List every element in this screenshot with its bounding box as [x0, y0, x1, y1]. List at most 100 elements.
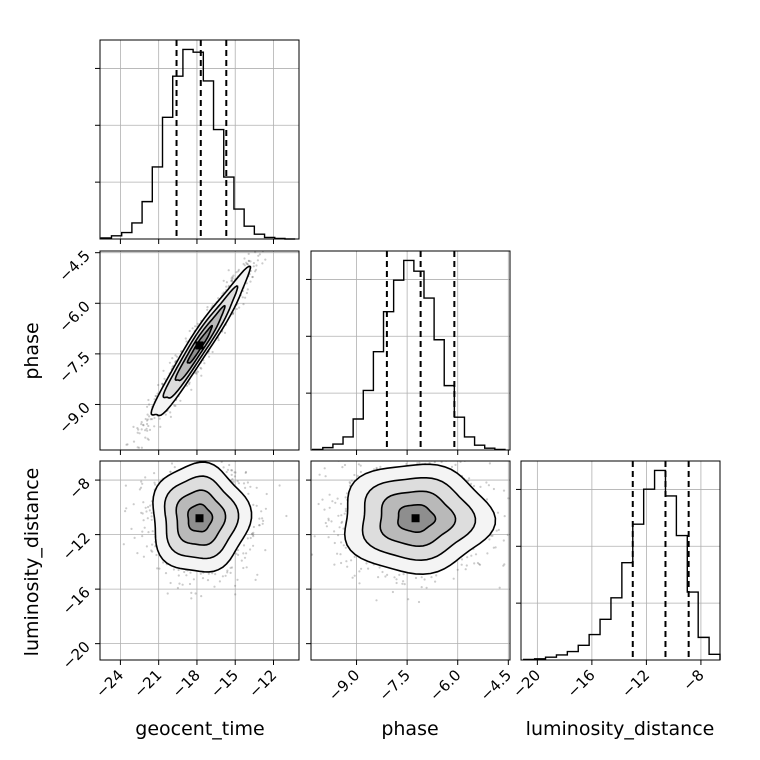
scatter-point: [249, 548, 252, 551]
scatter-point: [172, 568, 175, 571]
scatter-point: [341, 520, 344, 523]
scatter-point: [318, 473, 321, 476]
scatter-point: [156, 567, 159, 570]
scatter-point: [174, 447, 176, 449]
scatter-point: [170, 462, 174, 465]
scatter-point: [148, 509, 151, 512]
histogram-phase: [311, 259, 506, 451]
scatter-point: [181, 583, 184, 586]
scatter-point: [336, 497, 339, 500]
scatter-point: [278, 484, 281, 487]
scatter-point: [327, 536, 330, 539]
scatter-point: [179, 399, 182, 402]
scatter-point: [140, 421, 143, 424]
scatter-point: [333, 530, 336, 533]
scatter-point: [158, 417, 161, 420]
scatter-point: [242, 552, 245, 555]
x-tick-label-geocent_time: −12: [245, 666, 280, 701]
panel-frame-geocent_time-phase: [99, 250, 300, 451]
scatter-point: [328, 493, 331, 496]
scatter-point: [149, 418, 152, 421]
scatter-point: [137, 446, 141, 449]
scatter-point: [384, 575, 387, 578]
scatter-point: [344, 496, 347, 499]
histogram-geocent_time: [100, 48, 296, 240]
scatter-point: [321, 498, 324, 501]
scatter-point: [341, 420, 343, 422]
scatter-point: [261, 517, 264, 520]
scatter-point: [339, 553, 342, 556]
scatter-point: [485, 498, 489, 501]
contour-line-level-0: [152, 461, 253, 573]
scatter-point: [244, 486, 247, 489]
scatter-point: [246, 537, 249, 540]
scatter-point: [241, 296, 244, 299]
scatter-point: [440, 461, 443, 464]
x-tick-label-geocent_time: −24: [92, 666, 127, 701]
x-tick-label-phase: −9.0: [325, 666, 363, 704]
scatter-point: [473, 562, 476, 565]
scatter-point: [146, 418, 149, 421]
scatter-point: [211, 350, 214, 354]
y-tick-label-phase: −7.5: [55, 348, 93, 386]
scatter-point: [146, 413, 149, 416]
scatter-point: [502, 489, 506, 492]
scatter-point: [516, 540, 518, 542]
scatter-point: [196, 370, 200, 373]
scatter-point: [200, 595, 203, 598]
scatter-point: [468, 457, 470, 459]
scatter-point: [178, 582, 181, 585]
scatter-point: [242, 544, 246, 547]
scatter-point: [144, 417, 147, 421]
scatter-point: [245, 261, 248, 264]
scatter-point: [203, 362, 206, 365]
scatter-point: [122, 543, 125, 546]
scatter-point: [147, 424, 150, 428]
scatter-point: [189, 447, 191, 449]
scatter-point: [163, 377, 166, 380]
scatter-point: [478, 563, 482, 566]
scatter-point: [470, 482, 473, 485]
scatter-point: [392, 455, 394, 457]
contour-line-level-3: [186, 324, 213, 364]
scatter-point: [171, 357, 174, 360]
scatter-point: [502, 539, 505, 542]
scatter-point: [148, 455, 150, 457]
scatter-point: [353, 555, 356, 559]
scatter-point: [405, 462, 408, 466]
scatter-point: [153, 481, 156, 484]
scatter-point: [173, 404, 176, 407]
scatter-point: [256, 573, 259, 576]
scatter-point: [439, 456, 441, 458]
scatter-point: [188, 383, 191, 386]
scatter-point: [252, 531, 255, 534]
scatter-point: [188, 381, 191, 384]
scatter-point: [150, 418, 154, 421]
scatter-point: [340, 561, 343, 565]
x-axis-title-geocent-time: geocent_time: [135, 718, 264, 740]
scatter-point: [359, 464, 362, 467]
scatter-point: [230, 277, 233, 280]
scatter-point: [437, 451, 439, 453]
scatter-point: [184, 337, 187, 340]
scatter-point: [486, 452, 488, 454]
scatter-point: [454, 463, 457, 466]
scatter-point: [162, 369, 165, 372]
contour-line-level-1: [361, 477, 477, 562]
scatter-point: [185, 384, 189, 387]
panel-frame-phase-hist: [310, 250, 511, 451]
scatter-point: [343, 463, 347, 467]
scatter-point: [367, 567, 370, 570]
scatter-point: [490, 534, 493, 537]
scatter-point: [140, 446, 143, 449]
scatter-point: [174, 354, 177, 357]
scatter-point: [208, 451, 210, 453]
scatter-point: [252, 535, 255, 538]
scatter-point: [145, 510, 148, 513]
scatter-point: [460, 558, 464, 561]
scatter-point: [331, 500, 334, 503]
panel-phase-luminosity_distance: [311, 420, 518, 604]
scatter-point: [231, 277, 234, 280]
scatter-point: [244, 470, 248, 474]
scatter-point: [217, 339, 220, 342]
